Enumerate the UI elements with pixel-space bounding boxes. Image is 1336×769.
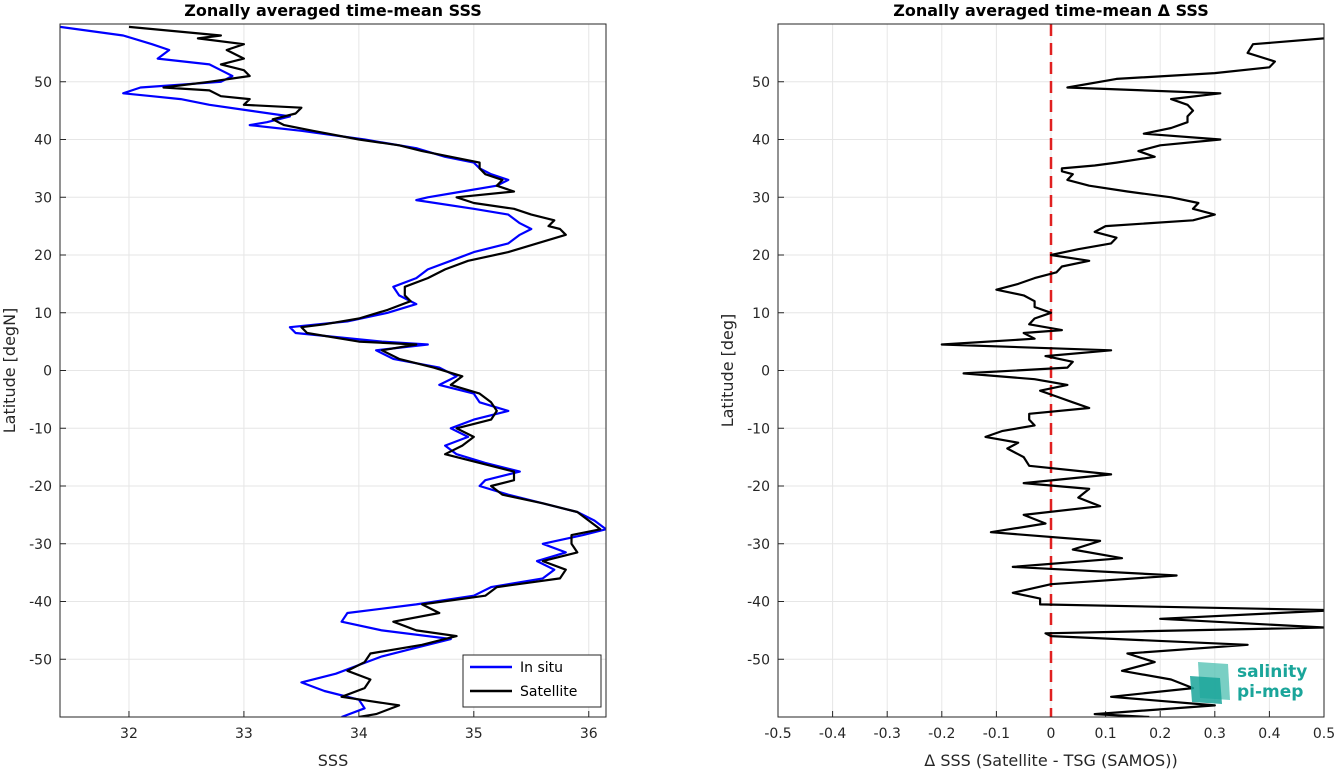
right-y-tick-label: 40 xyxy=(752,133,770,149)
right-chart-panel: -0.5 -0.4 -0.3 -0.2 -0.1 0 0.1 0.2 0.3 0.4 0.5 50 40… xyxy=(718,1,1335,769)
left-series-line-satellite xyxy=(128,25,602,717)
salinity-pi-mep-logo: salinity pi-mep xyxy=(1190,662,1307,704)
right-x-tick-label: 0.5 xyxy=(1313,726,1335,742)
right-y-tick-label: -20 xyxy=(747,479,770,495)
left-x-axis-label: SSS xyxy=(318,751,348,769)
left-y-tick-label: -50 xyxy=(29,652,52,668)
left-x-tick-label: 35 xyxy=(465,726,483,742)
right-axes-box xyxy=(777,23,1325,718)
left-y-tick-label: 20 xyxy=(34,248,52,264)
right-x-tick-label: 0.3 xyxy=(1204,726,1226,742)
right-x-tick-label: 0 xyxy=(1047,726,1056,742)
right-series-line-delta-sss xyxy=(940,37,1324,717)
left-y-tick-label: 30 xyxy=(34,190,52,206)
right-y-tick-label: 20 xyxy=(752,248,770,264)
left-y-axis-label: Latitude [degN] xyxy=(0,308,19,434)
logo-text-line2: pi-mep xyxy=(1237,682,1303,702)
left-axes-box xyxy=(59,23,607,718)
left-series-line-in-situ xyxy=(60,25,606,717)
left-chart-title: Zonally averaged time-mean SSS xyxy=(184,1,482,20)
right-y-tick-label: -40 xyxy=(747,595,770,611)
right-x-axis-label: Δ SSS (Satellite - TSG (SAMOS)) xyxy=(924,751,1177,769)
legend-box xyxy=(462,654,602,708)
left-y-tick-label: 50 xyxy=(34,75,52,91)
right-y-tick-label: 10 xyxy=(752,306,770,322)
left-y-tick-label: -40 xyxy=(29,595,52,611)
right-x-tick-label: -0.4 xyxy=(819,726,846,742)
logo-mark-front xyxy=(1190,676,1222,704)
right-y-tick-label: -10 xyxy=(747,421,770,437)
left-y-tick-label: 0 xyxy=(43,364,52,380)
right-y-tick-label: -50 xyxy=(747,652,770,668)
right-y-tick-label: 0 xyxy=(761,364,770,380)
legend: In situ Satellite xyxy=(462,654,602,708)
right-x-tick-label: -0.5 xyxy=(764,726,791,742)
left-x-tick-label: 36 xyxy=(580,726,598,742)
right-x-tick-label: 0.1 xyxy=(1094,726,1116,742)
left-x-tick-label: 34 xyxy=(350,726,368,742)
left-y-tick-label: -30 xyxy=(29,537,52,553)
right-x-tick-label: -0.3 xyxy=(874,726,901,742)
left-x-tick-label: 33 xyxy=(235,726,253,742)
right-y-axis-label: Latitude [deg] xyxy=(718,314,737,428)
right-x-tick-label: -0.2 xyxy=(928,726,955,742)
legend-label-in-situ: In situ xyxy=(520,660,563,676)
right-y-tick-label: 30 xyxy=(752,190,770,206)
left-y-tick-label: -20 xyxy=(29,479,52,495)
right-x-tick-label: 0.4 xyxy=(1258,726,1280,742)
left-chart-panel: 32 33 34 35 36 50 40 30 20 10 0 -10 -20 -30 -40 -50 Zona… xyxy=(0,1,607,769)
right-chart-title: Zonally averaged time-mean Δ SSS xyxy=(893,1,1209,20)
right-y-tick-label: 50 xyxy=(752,75,770,91)
left-x-tick-label: 32 xyxy=(120,726,138,742)
left-y-tick-label: 40 xyxy=(34,133,52,149)
left-y-tick-label: 10 xyxy=(34,306,52,322)
right-x-tick-label: -0.1 xyxy=(983,726,1010,742)
right-x-tick-label: 0.2 xyxy=(1149,726,1171,742)
right-y-tick-label: -30 xyxy=(747,537,770,553)
left-y-tick-label: -10 xyxy=(29,421,52,437)
logo-text-line1: salinity xyxy=(1237,662,1307,682)
legend-label-satellite: Satellite xyxy=(520,684,577,700)
